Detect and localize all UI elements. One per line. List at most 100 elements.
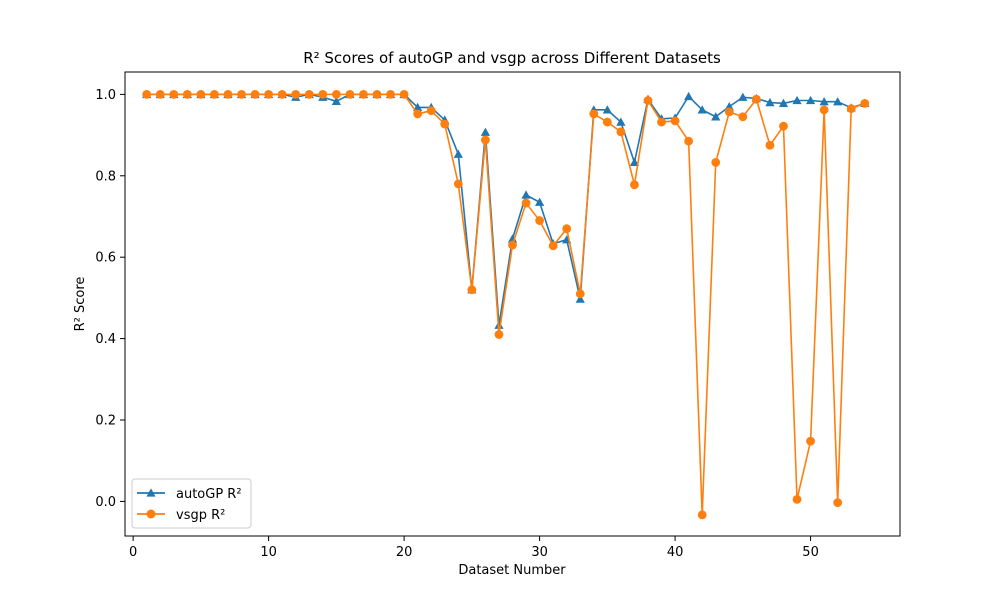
data-point <box>792 95 802 105</box>
data-point <box>372 89 382 99</box>
y-axis-label: R² Score <box>73 277 88 332</box>
data-point <box>765 140 775 150</box>
data-point <box>629 157 640 167</box>
data-point <box>833 97 843 106</box>
x-tick-label: 50 <box>802 545 819 560</box>
chart-title: R² Scores of autoGP and vsgp across Diff… <box>303 49 721 67</box>
data-point <box>738 112 748 122</box>
series-vsgp <box>142 89 870 520</box>
data-point <box>589 109 599 119</box>
data-point <box>738 92 748 101</box>
data-point <box>792 494 802 504</box>
data-point <box>196 89 206 99</box>
data-point <box>846 104 856 114</box>
data-point <box>481 135 490 145</box>
data-point <box>684 91 694 101</box>
x-axis: 0 10 20 30 40 50 <box>129 536 819 560</box>
data-point <box>575 289 585 299</box>
data-point <box>860 98 870 108</box>
legend-label-vsgp: vsgp R² <box>176 508 225 523</box>
data-point <box>616 117 626 126</box>
data-point <box>806 436 815 446</box>
data-point <box>480 127 491 136</box>
x-tick-label: 40 <box>667 545 684 560</box>
data-point <box>630 180 639 190</box>
data-point <box>535 216 544 225</box>
data-point <box>643 96 653 105</box>
data-point <box>453 149 463 158</box>
legend-marker-vsgp <box>146 509 156 519</box>
data-point <box>521 198 531 208</box>
data-point <box>291 89 301 99</box>
y-axis: 0.0 0.2 0.4 0.6 0.8 1.0 <box>95 88 125 510</box>
y-tick-label: 0.6 <box>95 251 116 266</box>
data-point <box>602 117 612 127</box>
data-point <box>345 89 355 99</box>
data-point <box>684 136 694 146</box>
y-tick-label: 0.0 <box>95 495 116 510</box>
data-point <box>833 498 843 508</box>
data-point <box>697 105 707 114</box>
x-tick-label: 10 <box>260 545 277 560</box>
legend-label-autogp: autoGP R² <box>176 487 242 502</box>
data-point <box>318 89 328 99</box>
data-point <box>494 330 504 339</box>
data-point <box>602 105 612 114</box>
legend-marker-autogp <box>146 488 156 497</box>
data-point <box>779 121 788 131</box>
x-tick-label: 30 <box>531 545 548 560</box>
data-point <box>507 234 518 243</box>
plot-frame <box>124 71 901 537</box>
data-point <box>142 89 152 99</box>
data-point <box>805 95 816 105</box>
data-point <box>697 510 707 520</box>
y-tick-label: 0.4 <box>95 332 116 347</box>
data-point <box>237 89 246 99</box>
data-point <box>413 109 423 119</box>
data-point <box>210 89 219 99</box>
data-point <box>534 197 545 206</box>
data-point <box>223 89 233 99</box>
data-point <box>250 89 260 99</box>
data-point <box>508 240 517 250</box>
data-point <box>548 241 558 251</box>
y-tick-label: 0.8 <box>95 169 116 184</box>
y-tick-label: 0.2 <box>95 414 116 429</box>
data-point <box>575 294 585 303</box>
y-tick-label: 1.0 <box>95 88 116 103</box>
data-point <box>331 89 341 99</box>
data-point <box>440 119 450 129</box>
data-point <box>562 224 572 234</box>
data-point <box>711 157 721 167</box>
data-point <box>778 98 789 108</box>
data-point <box>264 89 274 99</box>
data-point <box>155 89 165 99</box>
data-point <box>359 89 368 99</box>
legend-box <box>131 478 252 529</box>
data-point <box>426 106 436 116</box>
data-point <box>751 94 761 104</box>
x-tick-label: 20 <box>396 545 413 560</box>
data-point <box>819 105 829 115</box>
data-point <box>819 97 829 106</box>
data-point <box>386 89 395 99</box>
data-point <box>467 285 477 295</box>
data-point <box>413 102 423 112</box>
x-axis-label: Dataset Number <box>458 563 566 578</box>
legend: autoGP R² vsgp R² <box>131 478 252 529</box>
data-point <box>169 89 179 99</box>
series-layer <box>142 89 870 520</box>
data-point <box>521 190 531 199</box>
data-point <box>453 179 463 189</box>
data-point <box>724 107 734 117</box>
data-point <box>670 116 680 126</box>
data-point <box>399 89 409 99</box>
data-point <box>765 97 775 107</box>
data-point <box>616 127 626 137</box>
data-point <box>304 89 314 99</box>
data-point <box>711 112 721 121</box>
x-tick-label: 0 <box>129 545 137 560</box>
data-point <box>182 89 192 99</box>
data-point <box>657 117 666 127</box>
